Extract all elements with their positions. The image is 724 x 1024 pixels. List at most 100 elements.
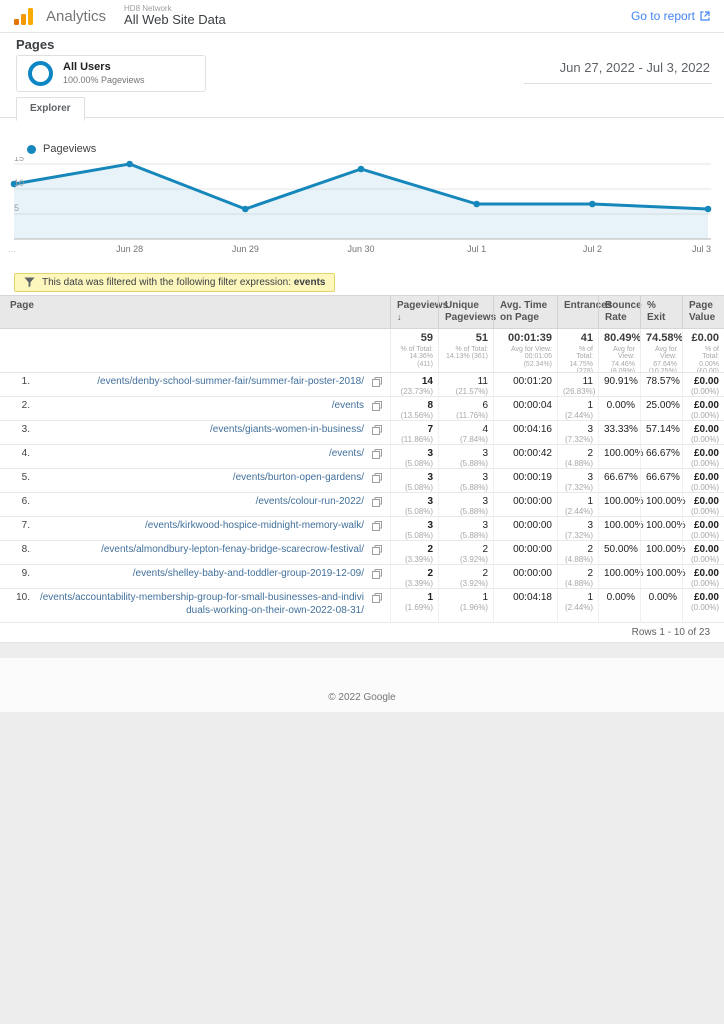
cell-pageviews-pct: (3.39%) [404, 555, 433, 564]
page-link[interactable]: /events/accountability-membership-group-… [39, 592, 364, 616]
cell-page-value-pct: (0.00%) [690, 411, 719, 420]
cell-avg-time: 00:00:00 [513, 520, 552, 531]
cell-exit: 100.00% [646, 544, 686, 555]
column-header-pageviews[interactable]: Pageviews ↓ [390, 296, 448, 328]
cell-pageviews: 1 [427, 592, 433, 603]
total-bounce-sub: Avg for View: 74.46% (8.09%) [610, 346, 635, 373]
open-page-icon[interactable] [370, 569, 382, 582]
open-page-icon[interactable] [370, 425, 382, 438]
table-row: 9. /events/shelley-baby-and-toddler-grou… [0, 565, 724, 589]
cell-page-value: £0.00 [693, 448, 719, 459]
cell-page-value: £0.00 [693, 544, 719, 555]
cell-exit: 66.67% [646, 448, 680, 459]
cell-exit: 57.14% [646, 424, 680, 435]
filter-funnel-icon [24, 277, 35, 288]
total-bounce: 80.49% [604, 332, 642, 344]
segment-chip-all-users[interactable]: All Users 100.00% Pageviews [16, 55, 206, 92]
external-link-icon [700, 11, 710, 21]
view-name: All Web Site Data [124, 12, 226, 28]
row-index: 10. [16, 592, 30, 603]
page-link[interactable]: /events/burton-open-gardens/ [232, 472, 364, 483]
column-header-entrances[interactable]: Entrances [557, 296, 612, 328]
row-index: 6. [21, 496, 30, 507]
filter-text: This data was filtered with the followin… [42, 277, 292, 288]
table-row: 10. /events/accountability-membership-gr… [0, 589, 724, 623]
page-link[interactable]: /events/shelley-baby-and-toddler-group-2… [132, 568, 364, 579]
cell-entrances-pct: (7.32%) [564, 531, 593, 540]
segment-name: All Users [63, 61, 111, 73]
table-row: 6. /events/colour-run-2022/ 3 (5.08%) 3 (5… [0, 493, 724, 517]
cell-entrances: 3 [587, 472, 593, 483]
analytics-logo-icon [14, 7, 36, 26]
cell-avg-time: 00:00:19 [513, 472, 552, 483]
total-pageviews: 59 [420, 332, 433, 344]
go-to-report-link[interactable]: Go to report [631, 9, 710, 23]
svg-text:10: 10 [14, 178, 24, 188]
cell-page-value-pct: (0.00%) [690, 531, 719, 540]
cell-page-value-pct: (0.00%) [690, 435, 719, 444]
open-page-icon[interactable] [370, 377, 382, 390]
tab-explorer[interactable]: Explorer [16, 97, 85, 121]
open-page-icon[interactable] [370, 401, 382, 414]
cell-pageviews-pct: (5.08%) [404, 459, 433, 468]
page-link[interactable]: /events/almondbury-lepton-fenay-bridge-s… [101, 544, 364, 555]
cell-avg-time: 00:01:20 [513, 376, 552, 387]
page-link[interactable]: /events/denby-school-summer-fair/summer-… [97, 376, 364, 387]
cell-unique: 1 [482, 592, 488, 603]
open-page-icon[interactable] [370, 521, 382, 534]
row-index: 9. [21, 568, 30, 579]
page-link[interactable]: /events/giants-women-in-business/ [210, 424, 364, 435]
cell-page-value-pct: (0.00%) [690, 387, 719, 396]
page-link[interactable]: /events [331, 400, 364, 411]
cell-pageviews: 8 [427, 400, 433, 411]
cell-unique-pct: (5.88%) [459, 459, 488, 468]
cell-entrances-pct: (7.32%) [564, 483, 593, 492]
page-background: © 2022 Google [0, 643, 724, 1024]
cell-entrances-pct: (7.32%) [564, 435, 593, 444]
segment-donut-icon [28, 61, 53, 86]
cell-pageviews: 7 [427, 424, 433, 435]
cell-pageviews-pct: (13.56%) [400, 411, 433, 420]
row-index: 1. [21, 376, 30, 387]
cell-avg-time: 00:00:00 [513, 544, 552, 555]
open-page-icon[interactable] [370, 497, 382, 510]
column-header-avg-time[interactable]: Avg. Time on Page [493, 296, 557, 328]
cell-avg-time: 00:00:04 [513, 400, 552, 411]
cell-unique-pct: (11.76%) [456, 411, 488, 420]
open-page-icon[interactable] [370, 545, 382, 558]
row-index: 8. [21, 544, 30, 555]
cell-bounce-rate: 90.91% [604, 376, 638, 387]
cell-bounce-rate: 0.00% [606, 592, 635, 603]
row-index: 2. [21, 400, 30, 411]
open-page-icon[interactable] [370, 593, 382, 606]
open-page-icon[interactable] [370, 449, 382, 462]
page-link[interactable]: /events/ [328, 448, 364, 459]
cell-pageviews-pct: (5.08%) [404, 507, 433, 516]
go-to-report-label: Go to report [630, 9, 695, 23]
cell-entrances: 3 [587, 424, 593, 435]
cell-entrances: 1 [587, 400, 593, 411]
cell-page-value-pct: (0.00%) [690, 603, 719, 612]
cell-exit: 100.00% [646, 520, 686, 531]
page-link[interactable]: /events/colour-run-2022/ [255, 496, 364, 507]
column-header-page[interactable]: Page [10, 300, 34, 311]
cell-page-value-pct: (0.00%) [690, 555, 719, 564]
column-header-unique-pageviews[interactable]: Unique Pageviews [438, 296, 496, 328]
cell-unique: 6 [482, 400, 488, 411]
column-header-exit[interactable]: % Exit [640, 296, 682, 328]
table-row: 4. /events/ 3 (5.08%) 3 (5.88%) 00:00:42 2… [0, 445, 724, 469]
page-link[interactable]: /events/kirkwood-hospice-midnight-memory… [145, 520, 364, 531]
cell-unique-pct: (1.96%) [459, 603, 488, 612]
column-header-bounce-rate[interactable]: Bounce Rate [598, 296, 642, 328]
cell-page-value: £0.00 [693, 496, 719, 507]
column-header-page-value[interactable]: Page Value [682, 296, 724, 328]
svg-text:Jul 2: Jul 2 [583, 244, 602, 254]
open-page-icon[interactable] [370, 473, 382, 486]
pageviews-chart: 5 10 15... Jun 28 Jun 29 Jun 30 Jul 1 Jul 2 Jul … [8, 157, 712, 254]
svg-text:Jun 29: Jun 29 [232, 244, 259, 254]
cell-entrances-pct: (4.88%) [564, 579, 593, 588]
cell-unique: 3 [482, 472, 488, 483]
cell-unique-pct: (5.88%) [459, 483, 488, 492]
cell-pageviews: 3 [427, 520, 433, 531]
date-range-picker[interactable]: Jun 27, 2022 - Jul 3, 2022 [523, 57, 712, 84]
